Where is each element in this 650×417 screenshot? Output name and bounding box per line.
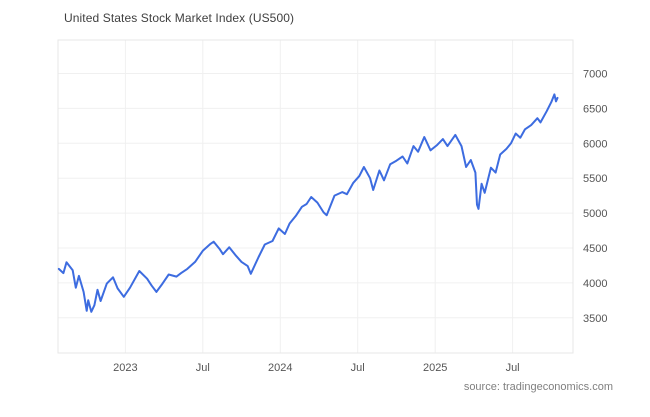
plot-border — [57, 39, 574, 354]
x-tick-label: Jul — [506, 362, 520, 374]
y-tick-label: 5500 — [583, 173, 607, 185]
y-tick-label: 6500 — [583, 103, 607, 115]
y-tick-label: 6000 — [583, 138, 607, 150]
y-tick-label: 3500 — [583, 313, 607, 325]
y-tick-label: 4000 — [583, 278, 607, 290]
source-credit: source: tradingeconomics.com — [463, 381, 613, 393]
chart-title: United States Stock Market Index (US500) — [64, 11, 295, 25]
x-tick-label: 2023 — [113, 362, 137, 374]
x-tick-label: Jul — [351, 362, 365, 374]
x-tick-label: Jul — [196, 362, 210, 374]
price-line — [57, 93, 559, 313]
x-tick-label: 2025 — [423, 362, 447, 374]
y-tick-label: 7000 — [583, 69, 607, 81]
x-tick-label: 2024 — [268, 362, 292, 374]
y-tick-label: 5000 — [583, 208, 607, 220]
y-tick-label: 4500 — [583, 243, 607, 255]
